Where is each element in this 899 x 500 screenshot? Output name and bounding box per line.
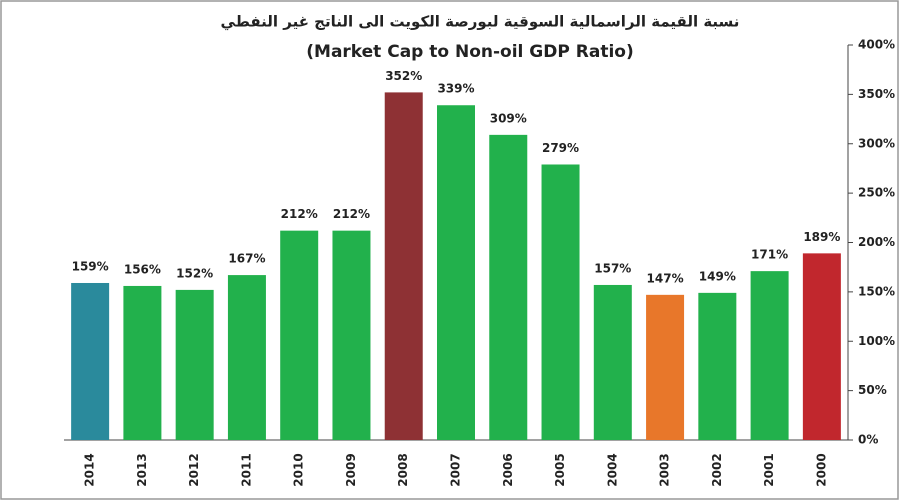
y-tick-label: 200% [858, 235, 895, 249]
data-label: 339% [437, 82, 474, 96]
bar [646, 294, 685, 440]
bar [750, 271, 789, 440]
data-label: 352% [385, 69, 422, 83]
y-tick-label: 350% [858, 87, 895, 101]
bar [332, 230, 371, 440]
x-tick-label: 2010 [292, 453, 306, 486]
bar [698, 292, 737, 440]
data-label: 147% [647, 271, 684, 285]
bar [437, 105, 475, 441]
data-label: 309% [490, 111, 527, 125]
x-tick-label: 2008 [396, 453, 410, 486]
bar [802, 253, 841, 440]
data-label: 212% [281, 207, 318, 221]
x-tick-label: 2002 [710, 453, 724, 486]
data-label: 152% [176, 266, 213, 280]
bar [593, 284, 632, 440]
x-tick-label: 2001 [762, 453, 776, 486]
bar [384, 92, 423, 441]
bar [123, 285, 162, 440]
x-tick-label: 2009 [344, 453, 358, 486]
bar [175, 289, 214, 440]
y-tick-label: 100% [858, 334, 895, 348]
x-tick-label: 2004 [605, 453, 619, 486]
data-label: 157% [594, 261, 631, 275]
x-tick-label: 2005 [553, 453, 567, 486]
bar [227, 275, 266, 440]
bar [280, 230, 319, 440]
bar [489, 134, 528, 441]
x-tick-label: 2013 [135, 453, 149, 486]
data-label: 171% [751, 248, 788, 262]
data-label: 156% [124, 262, 161, 276]
data-label: 189% [803, 230, 840, 244]
y-tick-label: 150% [858, 284, 895, 298]
data-label: 279% [542, 141, 579, 155]
chart-subtitle: (Market Cap to Non-oil GDP Ratio) [306, 42, 633, 62]
x-tick-label: 2003 [658, 453, 672, 486]
x-tick-label: 2014 [83, 453, 97, 486]
data-label: 149% [699, 269, 736, 283]
data-label: 167% [228, 252, 265, 266]
bar [541, 164, 580, 441]
y-tick-label: 400% [858, 38, 895, 52]
y-tick-label: 50% [858, 383, 887, 397]
bar [71, 282, 110, 440]
y-tick-label: 250% [858, 186, 895, 200]
x-tick-label: 2012 [187, 453, 201, 486]
y-tick-label: 300% [858, 136, 895, 150]
x-tick-label: 2011 [239, 453, 253, 486]
x-tick-label: 2007 [449, 453, 463, 486]
data-label: 212% [333, 207, 370, 221]
x-tick-label: 2000 [814, 453, 828, 486]
data-label: 159% [72, 259, 109, 273]
y-tick-label: 0% [858, 433, 878, 447]
x-tick-label: 2006 [501, 453, 515, 486]
chart-title: نسبة القيمة الراسمالية السوقية لبورصة ال… [221, 13, 740, 31]
